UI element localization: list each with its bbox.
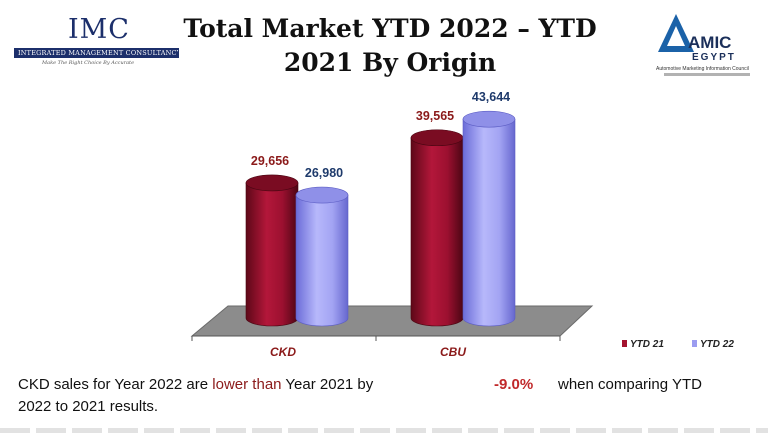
imc-logo-bar xyxy=(14,48,179,58)
summary-after: Year 2021 by xyxy=(281,376,374,393)
data-label: 29,656 xyxy=(251,154,289,168)
summary-before: CKD sales for Year 2022 are xyxy=(18,376,213,393)
legend-swatch xyxy=(622,340,627,347)
bar-ckd-ytd-22 xyxy=(295,186,349,327)
category-label: CBU xyxy=(440,345,466,359)
summary-comparison: when comparing YTD xyxy=(558,376,702,393)
amic-logo-triangle-inner xyxy=(667,26,685,46)
data-label: 43,644 xyxy=(472,90,510,104)
summary-highlight: lower than xyxy=(212,376,282,393)
bar-top xyxy=(410,129,464,147)
legend-label: YTD 22 xyxy=(700,339,734,350)
bar-ckd-ytd-21 xyxy=(245,174,299,327)
data-label: 39,565 xyxy=(416,109,454,123)
data-label: 26,980 xyxy=(305,166,343,180)
bar-body xyxy=(462,118,516,327)
chart-title: Total Market YTD 2022 – YTD 2021 By Orig… xyxy=(183,14,597,77)
amic-logo-org-name: Automotive Marketing Information Council xyxy=(656,66,749,72)
imc-logo-mark: IMC xyxy=(68,14,130,45)
bar-body xyxy=(245,182,299,327)
imc-logo: IMC INTEGRATED MANAGEMENT CONSULTANCY Ma… xyxy=(14,12,179,68)
imc-logo-tagline: Make The Right Choice By Accurate xyxy=(42,60,135,66)
summary-line-2: 2022 to 2021 results. xyxy=(18,398,159,415)
summary-percent: -9.0% xyxy=(494,376,534,393)
legend-label: YTD 21 xyxy=(630,339,664,350)
category-label: CKD xyxy=(270,345,296,359)
bar-cbu-ytd-21 xyxy=(410,129,464,327)
summary-text: CKD sales for Year 2022 are lower than Y… xyxy=(18,374,758,418)
bar-top xyxy=(462,110,516,128)
bar-body xyxy=(410,137,464,327)
footer-strip xyxy=(0,428,768,433)
summary-line-1: CKD sales for Year 2022 are lower than Y… xyxy=(18,374,758,396)
amic-logo-arabic-line xyxy=(664,73,750,76)
legend: YTD 21 YTD 22 xyxy=(622,339,734,350)
amic-logo-mark: AMIC xyxy=(688,33,731,52)
bar-top xyxy=(295,186,349,204)
amic-logo-country: EGYPT xyxy=(692,52,736,63)
legend-swatch xyxy=(692,340,697,347)
amic-logo: AMIC EGYPT Automotive Marketing Informat… xyxy=(656,14,750,76)
bar-top xyxy=(245,174,299,192)
bar-cbu-ytd-22 xyxy=(462,110,516,327)
imc-logo-full-name: INTEGRATED MANAGEMENT CONSULTANCY xyxy=(18,49,178,57)
bar-body xyxy=(295,194,349,327)
